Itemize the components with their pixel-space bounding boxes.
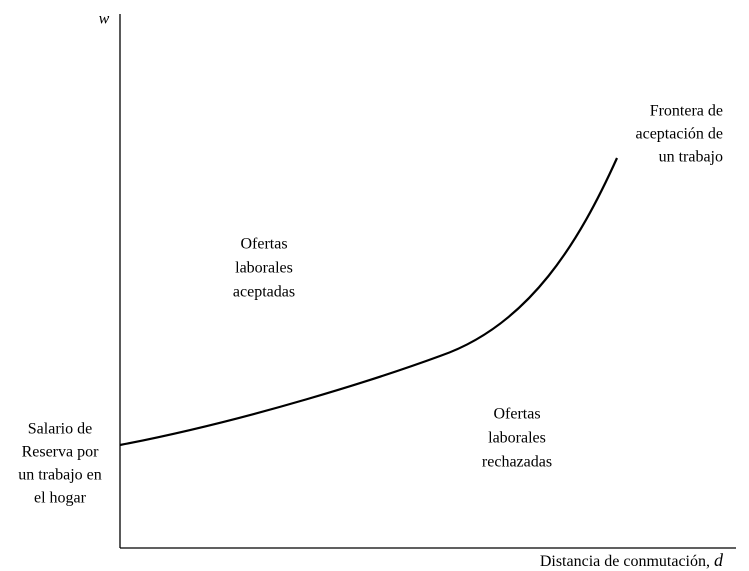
x-axis-label: Distancia de conmutación, d: [540, 550, 724, 570]
region-label: laborales: [235, 260, 293, 277]
region-label: Ofertas: [493, 406, 540, 423]
curve-label: aceptación de: [636, 126, 724, 143]
acceptance-frontier: [119, 157, 619, 447]
curve-label: Frontera de: [650, 103, 723, 120]
region-label: laborales: [488, 430, 546, 447]
labels: Frontera de aceptación de un trabajo Oferta…: [18, 103, 723, 507]
region-label: Ofertas: [240, 236, 287, 253]
region-label: rechazadas: [482, 454, 552, 471]
x-axis-label-text: Distancia de conmutación,: [540, 553, 710, 570]
intercept-label: Salario de: [28, 421, 92, 438]
x-axis-variable: d: [714, 550, 724, 570]
intercept-label: Reserva por: [22, 444, 100, 461]
region-label: aceptadas: [233, 284, 295, 301]
intercept-label: el hogar: [34, 490, 87, 507]
curve-label: un trabajo: [659, 149, 723, 166]
y-axis-label: w: [99, 11, 110, 28]
intercept-label: un trabajo en: [18, 467, 102, 484]
